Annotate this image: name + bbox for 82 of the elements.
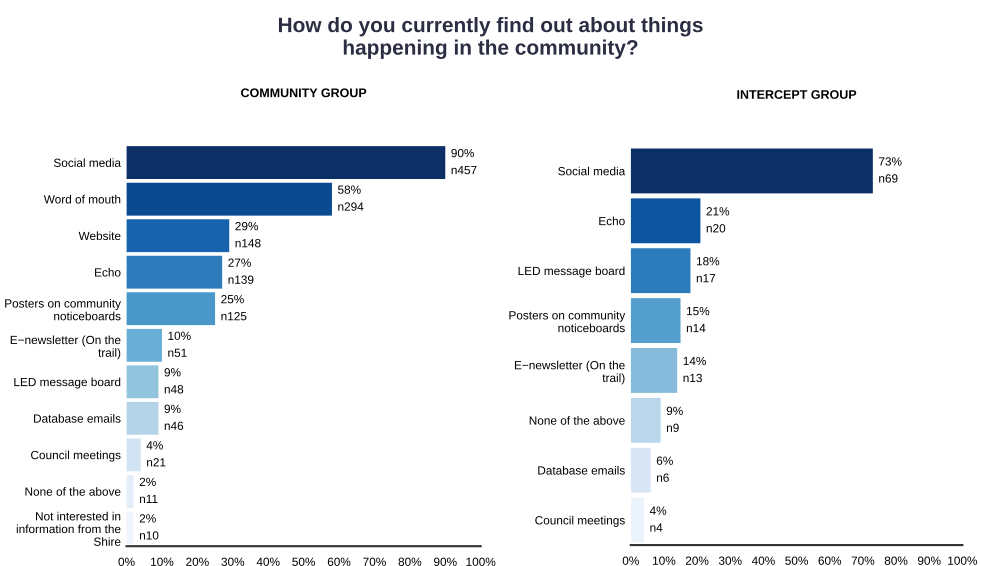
data-label: 9% n46 <box>164 404 184 430</box>
data-label: 29% n148 <box>235 222 261 248</box>
y-tick-label: Posters on community noticeboards <box>5 298 121 320</box>
y-tick-label: Council meetings <box>31 450 121 462</box>
x-tick-label: 40% <box>752 556 775 565</box>
bar <box>126 438 141 472</box>
bar <box>126 256 222 289</box>
y-tick-label: E−newsletter (On the trail) <box>514 360 625 384</box>
bar <box>630 448 651 493</box>
x-tick-label: 20% <box>186 558 209 566</box>
bar <box>126 182 332 216</box>
bar <box>630 348 678 393</box>
x-tick-label: 30% <box>718 556 742 565</box>
y-tick-label: Website <box>78 231 120 240</box>
bar <box>630 498 644 543</box>
y-tick-label: Council meetings <box>535 516 625 527</box>
data-label: 15% n14 <box>686 306 710 332</box>
x-tick-label: 70% <box>852 556 874 565</box>
bar <box>126 402 158 435</box>
data-label: 18% n17 <box>696 257 720 282</box>
y-tick-label: Word of mouth <box>44 194 120 204</box>
bar <box>126 365 158 398</box>
x-tick-label: 50% <box>292 558 316 566</box>
data-label: 58% n294 <box>338 185 364 211</box>
data-label: 10% n51 <box>168 332 191 357</box>
data-label: 2% n11 <box>140 478 158 503</box>
x-tick-label: 80% <box>398 558 422 566</box>
bar <box>630 148 873 194</box>
data-label: 25% n125 <box>221 295 246 320</box>
y-tick-label: None of the above <box>530 416 625 425</box>
y-tick-label: LED message board <box>14 378 120 389</box>
bar <box>126 328 162 362</box>
x-tick-label: 90% <box>434 558 457 566</box>
data-label: 6% n6 <box>656 456 673 482</box>
x-tick-label: 80% <box>884 556 908 565</box>
x-tick-label: 30% <box>221 558 244 566</box>
x-tick-label: 90% <box>918 556 941 565</box>
x-tick-label: 60% <box>818 556 842 565</box>
x-tick-label: 50% <box>785 556 808 565</box>
y-tick-label: Social media <box>54 158 121 167</box>
y-tick-label: E−newsletter (On the trail) <box>10 335 120 360</box>
data-label: 27% n139 <box>228 258 254 284</box>
x-tick-label: 10% <box>151 558 174 566</box>
text: How do you currently find out about things happening in the community? <box>278 16 703 60</box>
x-tick-label: 0% <box>622 556 639 565</box>
data-label: 4% n4 <box>650 506 666 532</box>
bar <box>630 198 700 244</box>
bar <box>630 298 681 344</box>
y-tick-label: Database emails <box>538 466 625 475</box>
x-tick-label: 100% <box>948 556 978 565</box>
y-tick-label: Not interested in information from the Shire <box>16 512 120 546</box>
bar <box>126 474 134 508</box>
data-label: 90% n457 <box>451 148 476 174</box>
y-tick-label: LED message board <box>518 266 624 278</box>
data-label: 9% n9 <box>666 406 683 432</box>
y-tick-label: Echo <box>95 268 120 277</box>
y-tick-label: Posters on community noticeboards <box>509 310 626 332</box>
bar <box>126 146 446 180</box>
x-tick-label: 70% <box>363 558 386 566</box>
x-tick-label: 20% <box>686 556 708 565</box>
x-tick-label: 60% <box>328 558 350 566</box>
y-tick-label: Echo <box>599 216 625 226</box>
data-label: 14% n13 <box>684 356 706 382</box>
data-label: 4% n21 <box>146 441 166 466</box>
bar <box>630 248 690 294</box>
bar <box>126 511 134 544</box>
y-tick-label: Database emails <box>34 414 121 423</box>
x-tick-label: 100% <box>466 558 496 566</box>
chart-title: INTERCEPT GROUP <box>737 90 856 99</box>
data-label: 73% n69 <box>878 157 902 183</box>
data-label: 9% n48 <box>164 368 184 394</box>
bar <box>126 292 216 326</box>
y-tick-label: Social media <box>558 166 626 176</box>
bar <box>630 398 661 443</box>
bar <box>126 219 230 252</box>
x-tick-label: 0% <box>118 558 135 566</box>
data-label: 2% n10 <box>140 514 158 540</box>
chart-title: COMMUNITY GROUP <box>241 88 366 98</box>
x-tick-label: 40% <box>256 558 280 566</box>
data-label: 21% n20 <box>706 207 730 233</box>
y-tick-label: None of the above <box>25 487 120 496</box>
x-tick-label: 10% <box>653 556 676 565</box>
